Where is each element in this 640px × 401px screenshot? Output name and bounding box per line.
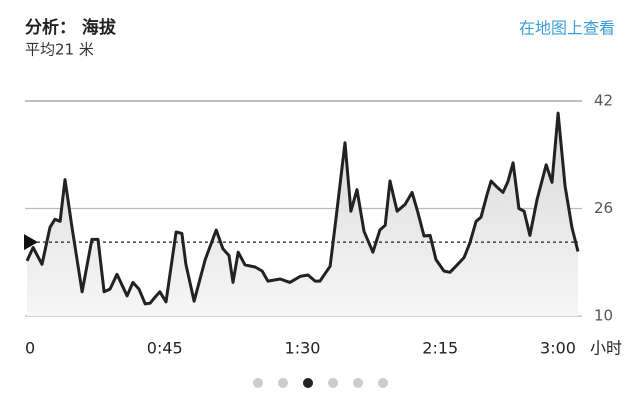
title: 分析： 海拔 [25,17,117,38]
line [25,111,580,306]
y-tick-label: 42 [594,92,613,110]
x-unit: 小时 [590,339,622,358]
page-dot[interactable] [353,378,363,388]
map-link[interactable]: 在地图上查看 [519,19,615,38]
x-tick-label: 0 [25,339,35,358]
x-tick-label: 2:15 [422,339,458,358]
page-dot[interactable] [378,378,388,388]
x-tick-label: 0:45 [147,339,183,358]
subtitle: 平均21 米 [25,41,94,59]
page-dots [253,378,388,388]
page-dot[interactable] [253,378,263,388]
y-tick-label: 26 [594,199,613,217]
page-dot[interactable] [303,378,313,388]
area [27,113,578,316]
average-marker [24,234,38,251]
x-tick-label: 1:30 [285,339,321,358]
page-dot[interactable] [278,378,288,388]
y-tick-label: 10 [594,307,613,325]
x-tick-label: 3:00 [540,339,576,358]
page-dot[interactable] [328,378,338,388]
